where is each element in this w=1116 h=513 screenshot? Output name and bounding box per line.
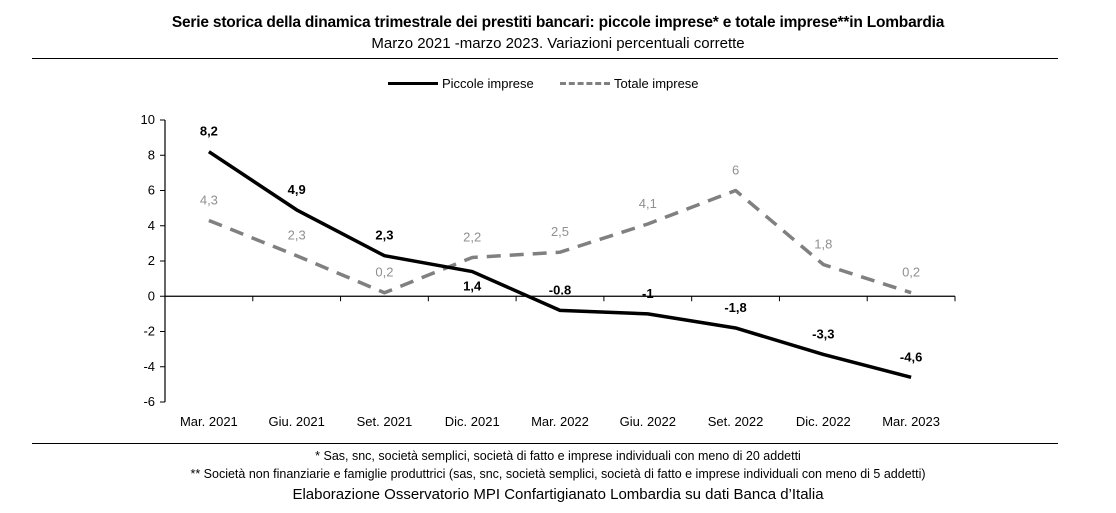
y-tick-label: 10 bbox=[141, 112, 155, 127]
data-label-totale-imprese: 4,1 bbox=[639, 196, 657, 211]
x-tick-label: Giu. 2021 bbox=[268, 414, 324, 429]
data-label-totale-imprese: 2,2 bbox=[463, 229, 481, 244]
legend-label: Totale imprese bbox=[614, 76, 699, 91]
top-divider bbox=[32, 58, 1058, 59]
y-tick-label: 4 bbox=[148, 218, 155, 233]
chart-legend: Piccole imprese Totale imprese bbox=[0, 76, 1116, 96]
data-label-piccole-imprese: 1,4 bbox=[463, 279, 482, 294]
x-tick-label: Mar. 2023 bbox=[882, 414, 940, 429]
legend-item-totale-imprese: Totale imprese bbox=[560, 76, 699, 91]
y-tick-label: 8 bbox=[148, 147, 155, 162]
x-tick-label: Set. 2022 bbox=[708, 414, 764, 429]
data-label-totale-imprese: 2,3 bbox=[288, 228, 306, 243]
data-label-piccole-imprese: -4,6 bbox=[900, 349, 922, 364]
data-label-totale-imprese: 0,2 bbox=[902, 265, 920, 280]
y-tick-label: 6 bbox=[148, 183, 155, 198]
series-line-totale-imprese bbox=[208, 188, 912, 295]
bottom-divider bbox=[32, 443, 1058, 444]
source-note: Elaborazione Osservatorio MPI Confartigi… bbox=[292, 486, 824, 503]
chart-subtitle: Marzo 2021 -marzo 2023. Variazioni perce… bbox=[371, 35, 745, 52]
data-label-totale-imprese: 0,2 bbox=[375, 265, 393, 280]
footnote-small-enterprises: * Sas, snc, società semplici, società di… bbox=[315, 449, 801, 463]
x-tick-label: Mar. 2022 bbox=[531, 414, 589, 429]
y-tick-label: -4 bbox=[143, 359, 155, 374]
footnote-total-enterprises: ** Società non finanziarie e famiglie pr… bbox=[190, 467, 926, 481]
y-tick-label: -2 bbox=[143, 324, 155, 339]
legend-swatch-solid bbox=[388, 82, 438, 85]
data-label-piccole-imprese: 2,3 bbox=[375, 228, 393, 243]
y-tick-label: -6 bbox=[143, 394, 155, 409]
data-label-piccole-imprese: 4,9 bbox=[288, 182, 306, 197]
series-line-piccole-imprese bbox=[207, 150, 912, 380]
line-chart: 10 8 6 4 2 0 -2 -4 -6 Mar. 2021 Giu. 2021 Set. 2021… bbox=[141, 112, 956, 429]
data-label-totale-imprese: 1,8 bbox=[814, 237, 832, 252]
data-label-piccole-imprese: -1 bbox=[642, 286, 654, 301]
data-label-piccole-imprese: -0.8 bbox=[549, 282, 571, 297]
data-label-totale-imprese: 4,3 bbox=[200, 192, 218, 207]
x-tick-label: Dic. 2021 bbox=[445, 414, 500, 429]
data-label-totale-imprese: 2,5 bbox=[551, 224, 569, 239]
x-tick-label: Set. 2021 bbox=[357, 414, 413, 429]
data-label-piccole-imprese: -1,8 bbox=[724, 300, 746, 315]
legend-swatch-dashed bbox=[560, 82, 610, 85]
data-label-piccole-imprese: 8,2 bbox=[200, 124, 218, 139]
legend-item-piccole-imprese: Piccole imprese bbox=[388, 76, 534, 91]
chart-title: Serie storica della dinamica trimestrale… bbox=[171, 14, 945, 31]
data-label-totale-imprese: 6 bbox=[732, 163, 739, 178]
x-tick-label: Giu. 2022 bbox=[620, 414, 676, 429]
x-tick-label: Mar. 2021 bbox=[180, 414, 238, 429]
y-tick-label: 0 bbox=[148, 288, 155, 303]
y-tick-label: 2 bbox=[148, 253, 155, 268]
data-label-piccole-imprese: -3,3 bbox=[812, 326, 834, 341]
legend-label: Piccole imprese bbox=[442, 76, 534, 91]
x-tick-label: Dic. 2022 bbox=[796, 414, 851, 429]
